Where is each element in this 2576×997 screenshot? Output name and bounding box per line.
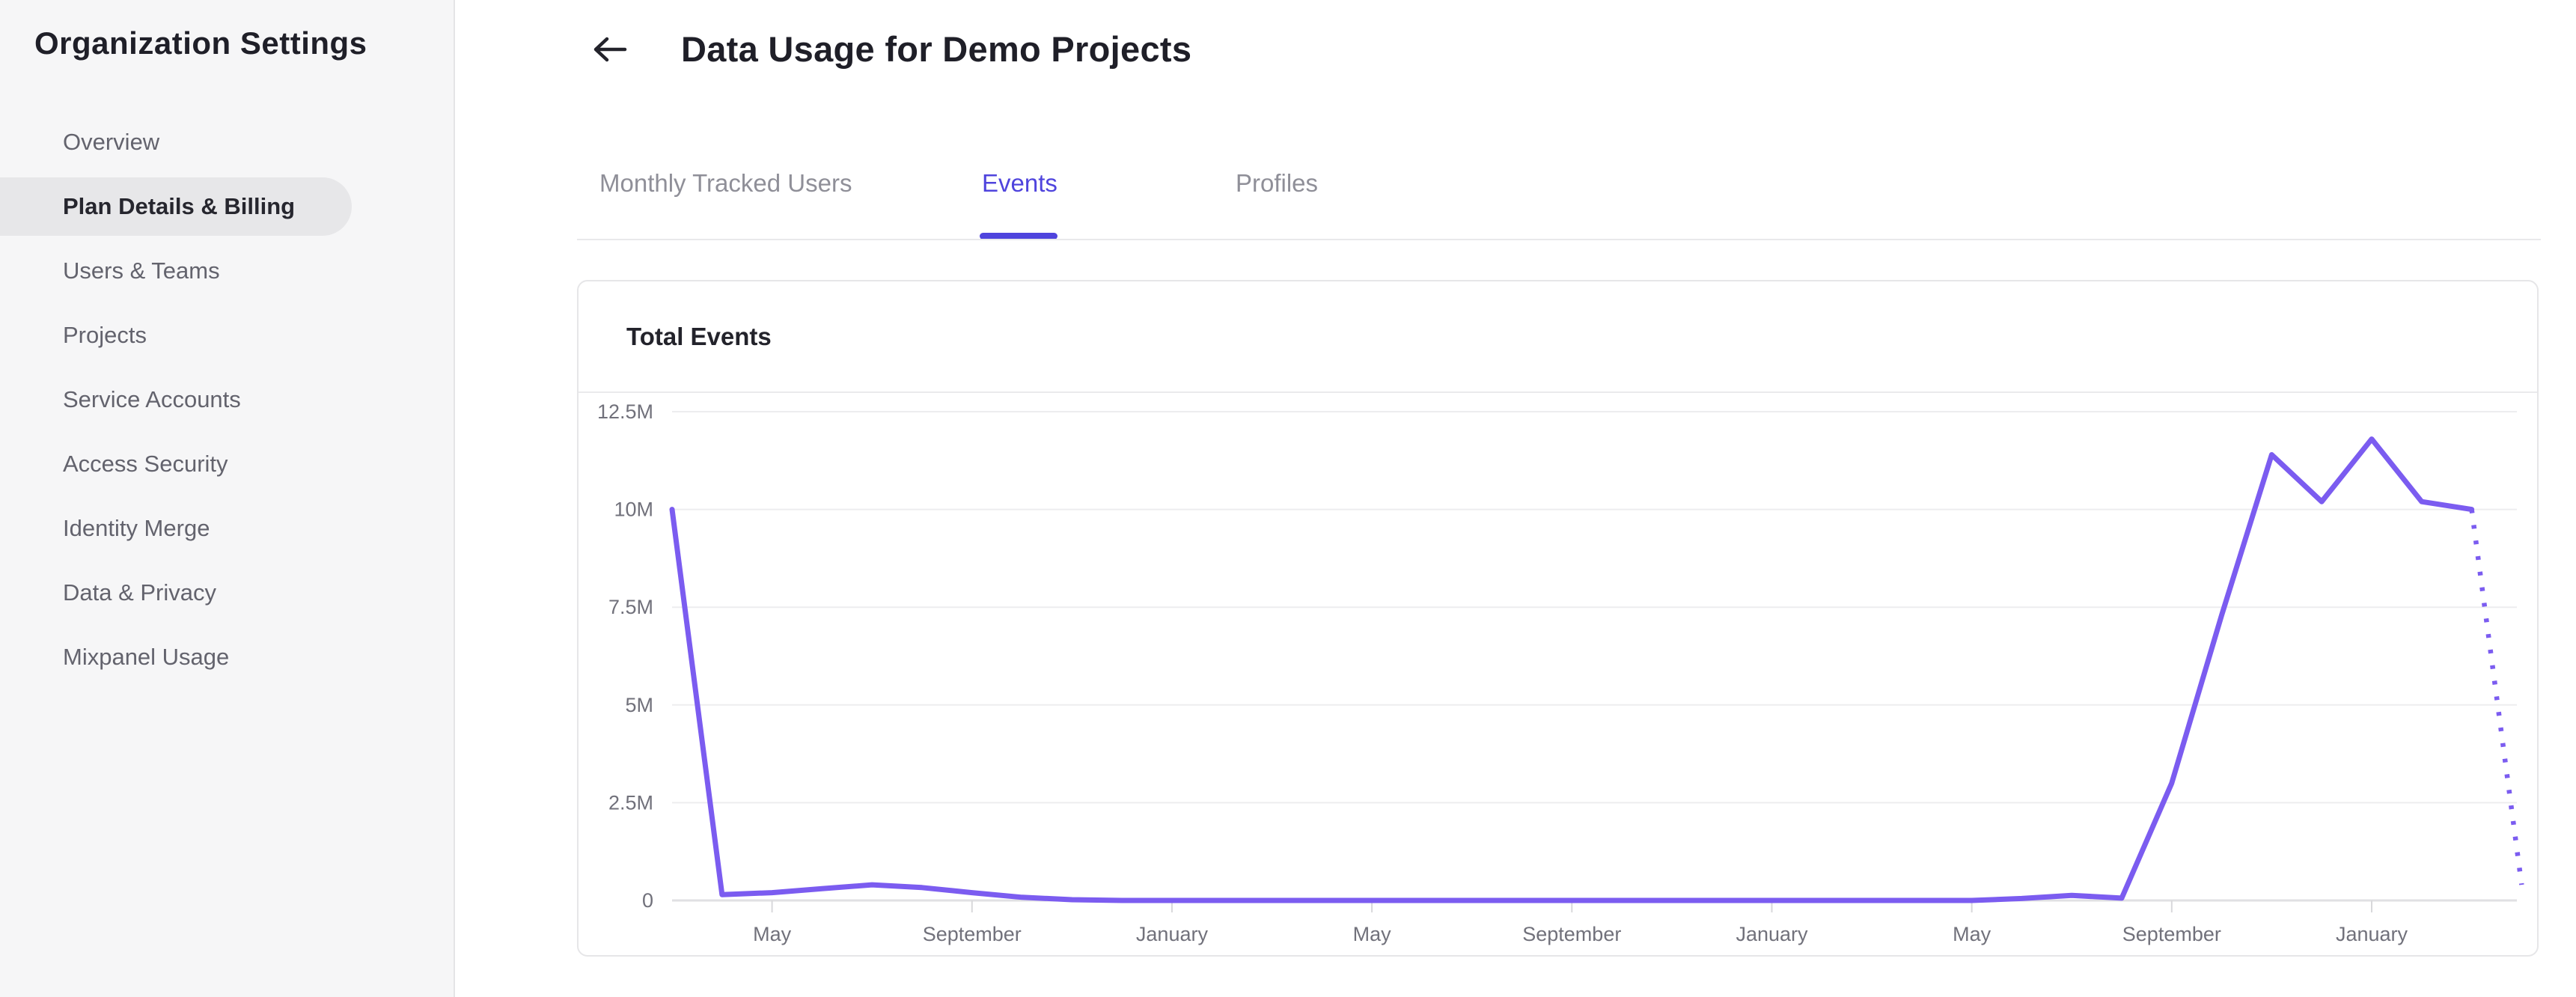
sidebar-title: Organization Settings [34, 25, 367, 61]
sidebar-item-label: Mixpanel Usage [63, 644, 230, 670]
x-axis-tick-label: January [1136, 923, 1209, 945]
x-axis-tick-label: September [1522, 923, 1621, 945]
y-axis-tick-label: 10M [614, 498, 653, 521]
left-arrow-icon [590, 34, 628, 68]
sidebar-item-projects[interactable]: Projects [0, 303, 455, 368]
total-events-line-projected [2469, 509, 2524, 885]
sidebar-item-highlight [0, 177, 352, 236]
sidebar-item-label: Projects [63, 322, 147, 348]
line-chart-svg: 12.5M 10M 7.5M 5M 2.5M 0 May September January Ma… [597, 400, 2524, 945]
sidebar-item-service-accounts[interactable]: Service Accounts [0, 368, 455, 432]
sidebar-item-data-privacy[interactable]: Data & Privacy [0, 561, 455, 625]
sidebar-item-identity-merge[interactable]: Identity Merge [0, 496, 455, 561]
active-tab-underline [980, 233, 1057, 240]
tab-monthly-tracked-users[interactable]: Monthly Tracked Users [599, 169, 852, 197]
x-axis-tick-label: January [1736, 923, 1808, 945]
sidebar-item-label: Plan Details & Billing [63, 193, 296, 219]
y-axis-tick-label: 12.5M [597, 400, 653, 423]
sidebar-item-mixpanel-usage[interactable]: Mixpanel Usage [0, 625, 455, 689]
sidebar-item-label: Identity Merge [63, 515, 210, 541]
sidebar-item-overview[interactable]: Overview [0, 110, 455, 174]
x-axis-tick-label: September [923, 923, 1022, 945]
y-axis-tick-label: 7.5M [608, 596, 653, 618]
tab-events[interactable]: Events [982, 169, 1057, 197]
total-events-line [669, 436, 2475, 903]
total-events-card: Total Events 12.5M 10M 7.5M 5M 2.5M 0 May Septe… [577, 280, 2539, 957]
x-axis-tick-label: May [753, 923, 792, 945]
sidebar-nav: Overview Plan Details & Billing Users & Te… [0, 110, 455, 689]
sidebar-item-label: Data & Privacy [63, 579, 217, 606]
y-axis-tick-label: 2.5M [608, 791, 653, 814]
total-events-chart: 12.5M 10M 7.5M 5M 2.5M 0 May September January Ma… [579, 393, 2537, 955]
tab-profiles[interactable]: Profiles [1236, 169, 1319, 197]
tab-divider [577, 239, 2541, 240]
sidebar-item-label: Service Accounts [63, 386, 241, 412]
sidebar: Organization Settings Overview Plan Detai… [0, 0, 455, 997]
y-axis-tick-label: 0 [642, 889, 653, 912]
sidebar-item-label: Overview [63, 129, 160, 155]
x-axis-tick-label: May [1953, 923, 1991, 945]
sidebar-item-label: Users & Teams [63, 257, 220, 284]
sidebar-item-access-security[interactable]: Access Security [0, 432, 455, 496]
card-title: Total Events [626, 322, 772, 350]
x-axis-tick-label: January [2336, 923, 2408, 945]
sidebar-item-label: Access Security [63, 451, 228, 477]
sidebar-item-users-teams[interactable]: Users & Teams [0, 239, 455, 303]
page-title: Data Usage for Demo Projects [681, 29, 1192, 69]
back-button[interactable] [588, 33, 630, 69]
card-header: Total Events [579, 281, 2537, 393]
y-axis-tick-label: 5M [625, 694, 653, 716]
x-axis-tick-label: September [2122, 923, 2221, 945]
sidebar-item-plan-details-billing[interactable]: Plan Details & Billing [0, 174, 455, 239]
x-axis-tick-label: May [1353, 923, 1392, 945]
